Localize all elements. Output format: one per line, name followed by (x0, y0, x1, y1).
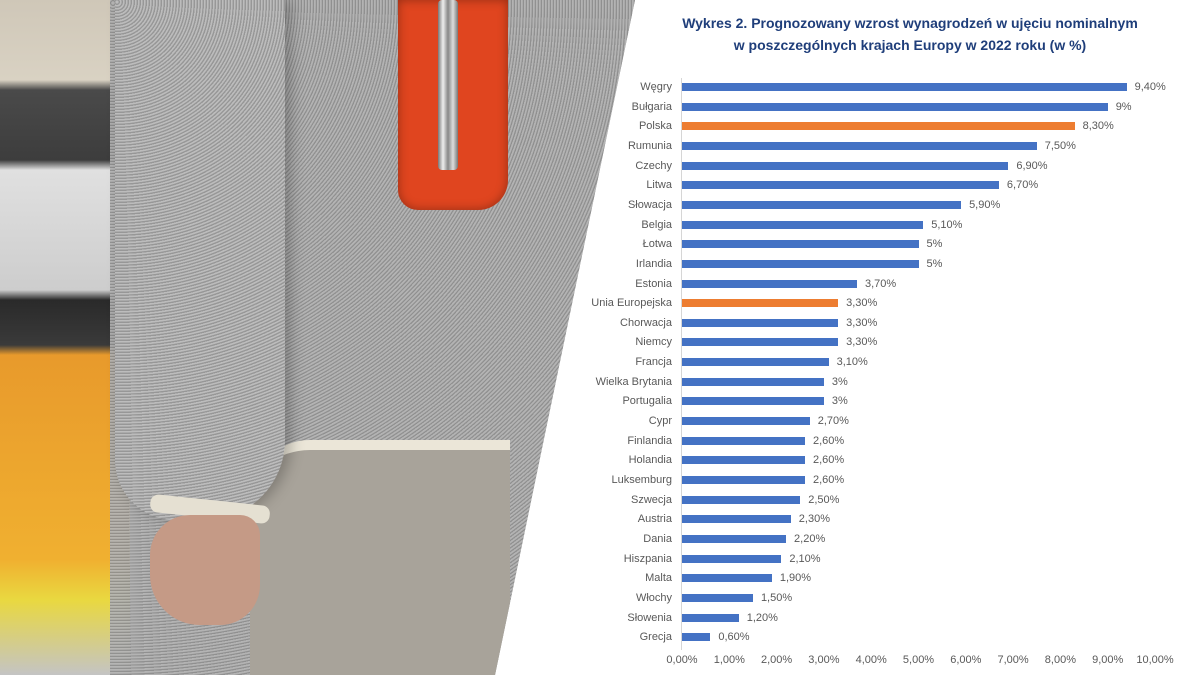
bar (682, 200, 962, 209)
value-label: 2,60% (812, 454, 845, 467)
x-tick-label: 3,00% (808, 654, 840, 666)
value-label: 3% (831, 375, 848, 388)
chart-title-line-2: w poszczególnych krajach Europy w 2022 r… (733, 37, 1087, 53)
bar (682, 593, 753, 602)
x-tick-label: 8,00% (1044, 654, 1076, 666)
category-label: Malta (645, 572, 672, 585)
bar (682, 574, 772, 583)
x-tick-label: 6,00% (950, 654, 982, 666)
value-label: 5,90% (969, 198, 1001, 211)
bar (682, 83, 1127, 91)
category-label: Hiszpania (623, 552, 672, 565)
value-label: 7,50% (1044, 139, 1076, 152)
value-label: 9% (1115, 100, 1132, 113)
bar (682, 259, 919, 268)
bar (682, 436, 805, 445)
bar (682, 377, 824, 386)
x-tick-label: 9,00% (1092, 654, 1124, 666)
x-tick-label: 5,00% (902, 654, 935, 666)
value-label: 3% (831, 395, 848, 408)
sweater-arm (115, 0, 285, 520)
x-tick-label: 0,00% (666, 654, 698, 666)
value-label: 5,10% (931, 218, 963, 231)
x-tick-label: 1,00% (713, 654, 745, 666)
value-label: 1,50% (760, 591, 793, 604)
value-label: 3,10% (836, 356, 868, 369)
bar (682, 456, 805, 465)
category-label: Szwecja (631, 493, 672, 506)
value-label: 2,50% (808, 493, 840, 506)
value-label: 2,30% (798, 513, 830, 526)
bar (682, 299, 839, 308)
bar (682, 358, 829, 367)
category-label: Słowenia (627, 611, 672, 624)
x-tick-label: 4,00% (855, 654, 887, 666)
bar (682, 181, 999, 190)
value-label: 2,10% (789, 552, 821, 565)
x-tick-label: 10,00% (1136, 654, 1174, 666)
x-tick-label: 2,00% (760, 654, 793, 666)
y-axis-line (681, 78, 682, 650)
value-label: 2,60% (812, 434, 845, 447)
wallet-clasp (438, 0, 458, 170)
value-label: 1,90% (779, 572, 812, 585)
category-label: Dania (643, 532, 672, 545)
value-label: 6,90% (1016, 159, 1048, 172)
value-label: 5% (926, 238, 943, 251)
bar (682, 220, 924, 229)
value-label: 9,40% (1134, 81, 1166, 93)
bar (682, 318, 839, 327)
trousers (250, 440, 510, 675)
bar (682, 102, 1108, 111)
bar (682, 161, 1009, 170)
category-label: Austria (637, 513, 672, 526)
chart-title-line-1: Wykres 2. Prognozowany wzrost wynagrodze… (682, 15, 1138, 31)
value-label: 3,30% (846, 336, 878, 349)
value-label: 0,60% (718, 631, 750, 644)
bar (682, 397, 824, 406)
bar (682, 633, 711, 642)
category-label: Grecja (639, 631, 672, 644)
category-label: Holandia (628, 454, 672, 467)
checkout-counter (0, 0, 130, 675)
category-label: Luksemburg (611, 474, 672, 486)
value-label: 3,30% (846, 297, 878, 310)
category-label: Finlandia (627, 434, 672, 447)
chart-title: Wykres 2. Prognozowany wzrost wynagrodze… (640, 12, 1180, 56)
bar (682, 554, 782, 563)
bar (682, 240, 919, 249)
value-label: 5% (926, 257, 943, 270)
category-label: Włochy (635, 591, 672, 604)
value-label: 3,30% (846, 316, 878, 329)
bar (682, 613, 739, 622)
bar (682, 417, 810, 426)
value-label: 2,70% (817, 415, 849, 428)
value-label: 1,20% (746, 611, 778, 624)
bar (682, 515, 791, 524)
bar (682, 338, 839, 347)
bar (682, 534, 787, 543)
x-tick-label: 7,00% (997, 654, 1029, 666)
category-label: Cypr (648, 415, 672, 428)
value-label: 2,60% (812, 474, 845, 486)
bar (682, 476, 805, 484)
bar (682, 141, 1037, 150)
bar (682, 279, 857, 288)
value-label: 2,20% (794, 532, 826, 545)
bar (682, 495, 801, 504)
background-photo (0, 0, 635, 675)
value-label: 6,70% (1006, 179, 1039, 192)
value-label: 3,70% (865, 277, 897, 290)
value-label: 8,30% (1082, 120, 1114, 133)
hand (150, 515, 260, 625)
bar (682, 122, 1075, 131)
